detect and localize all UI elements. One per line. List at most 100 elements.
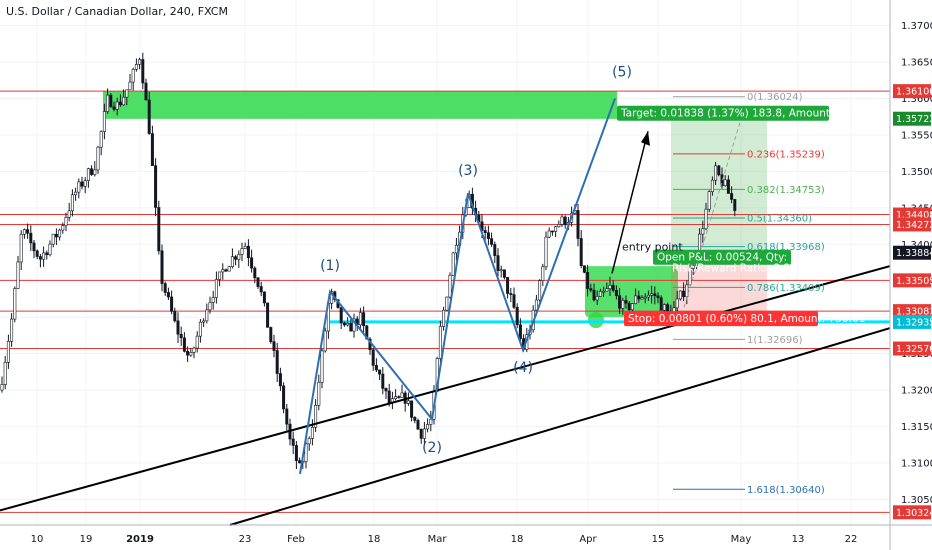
- candle-body: [416, 420, 420, 430]
- candle-body: [550, 230, 554, 233]
- candle-body: [294, 445, 298, 461]
- candle-body: [640, 297, 644, 300]
- candle-body: [29, 232, 33, 244]
- fib-label: 1.618(1.30640): [747, 485, 825, 496]
- candle-body: [714, 165, 718, 181]
- x-tick-label: Mar: [428, 534, 448, 545]
- open-pnl-label: Open P&L: 0.00524, Qty: 31210: [657, 252, 824, 264]
- candle-body: [115, 101, 119, 110]
- resistance-zone: [103, 91, 617, 119]
- candle-body: [448, 275, 452, 298]
- candle-body: [83, 180, 87, 187]
- candle-body: [688, 268, 692, 286]
- candle-body: [576, 210, 580, 239]
- candle-body: [237, 254, 241, 260]
- candle-body: [627, 302, 631, 311]
- candle-body: [96, 146, 100, 171]
- price-axis-tag-label: 1.32570: [896, 344, 932, 355]
- candle-body: [723, 179, 727, 187]
- candle-body: [579, 238, 583, 267]
- candle-body: [662, 304, 666, 311]
- x-tick-label: Apr: [579, 534, 597, 545]
- target-box: [671, 108, 767, 253]
- candle-body: [451, 252, 455, 276]
- candle-body: [195, 335, 199, 349]
- candle-body: [720, 174, 724, 187]
- fib-label: 0.382(1.34753): [747, 185, 825, 196]
- candle-body: [112, 106, 116, 110]
- candle-body: [19, 233, 23, 263]
- price-axis-tag: [893, 314, 931, 329]
- candle-body: [650, 293, 654, 296]
- candle-body: [330, 291, 334, 304]
- candle-body: [173, 311, 177, 322]
- stop-label: Stop: 0.00801 (0.60%) 80.1, Amount: 750.…: [628, 313, 865, 325]
- candle-body: [490, 238, 494, 245]
- fib-dashed: [679, 105, 746, 321]
- candle-body: [38, 256, 42, 260]
- x-tick-label: 15: [652, 534, 665, 545]
- candle-body: [86, 168, 90, 181]
- candle-body: [205, 309, 209, 322]
- candle-body: [317, 381, 321, 406]
- candle-body: [656, 295, 660, 299]
- candle-body: [378, 369, 382, 375]
- candle-body: [32, 242, 36, 252]
- candle-body: [182, 337, 186, 352]
- candle-body: [605, 288, 609, 292]
- candle-body: [515, 307, 519, 326]
- candle-body: [253, 267, 257, 279]
- candle-body: [45, 252, 49, 256]
- price-axis-tag-label: 1.34408: [896, 210, 932, 221]
- candle-body: [637, 295, 641, 300]
- candle-body: [339, 307, 343, 324]
- candle-body: [240, 248, 244, 255]
- price-axis-tag-label: 1.35722: [896, 114, 932, 125]
- candle-body: [547, 230, 551, 238]
- candle-body: [262, 291, 266, 304]
- candle-body: [16, 261, 20, 289]
- price-axis-tag: [893, 341, 931, 356]
- candle-body: [730, 193, 734, 200]
- candle-body: [99, 131, 103, 148]
- elliott-wave-path: [299, 98, 616, 475]
- y-tick-label: 1.35000: [901, 167, 932, 178]
- candle-body: [413, 417, 417, 421]
- candle-body: [314, 405, 318, 428]
- price-axis-tag: [893, 273, 931, 288]
- candle-body: [682, 290, 686, 298]
- candle-body: [10, 318, 14, 342]
- y-tick-label: 1.37000: [901, 21, 932, 32]
- candle-body: [80, 181, 84, 187]
- candle-body: [211, 297, 215, 303]
- x-tick-label: 13: [792, 534, 805, 545]
- y-tick-label: 1.36500: [901, 57, 932, 68]
- trendline-lower-base: [229, 327, 891, 526]
- price-axis-tag-label: 1.34272: [896, 220, 932, 231]
- candle-body: [186, 350, 190, 356]
- candle-body: [362, 312, 366, 327]
- open-pnl-label-bg: [653, 249, 791, 265]
- candle-body: [586, 272, 590, 289]
- candle-body: [678, 290, 682, 300]
- candle-body: [122, 96, 126, 106]
- target-label: Target: 0.01838 (1.37%) 183.8, Amount: 1…: [620, 108, 881, 120]
- candle-body: [42, 252, 46, 260]
- risk-reward-label: Risk/Reward Ratio: 2.29: [672, 263, 797, 275]
- candle-body: [445, 296, 449, 311]
- candle-body: [3, 362, 7, 385]
- candle-body: [621, 300, 625, 309]
- candle-body: [624, 300, 628, 304]
- x-tick-label: 19: [80, 534, 93, 545]
- candle-body: [35, 250, 39, 257]
- candle-body: [269, 327, 273, 342]
- candle-body: [147, 99, 151, 134]
- candle-body: [675, 298, 679, 309]
- candle-body: [291, 438, 295, 446]
- candle-body: [653, 293, 657, 297]
- candle-body: [634, 295, 638, 304]
- price-axis-tag: [893, 505, 931, 520]
- candle-body: [64, 217, 68, 227]
